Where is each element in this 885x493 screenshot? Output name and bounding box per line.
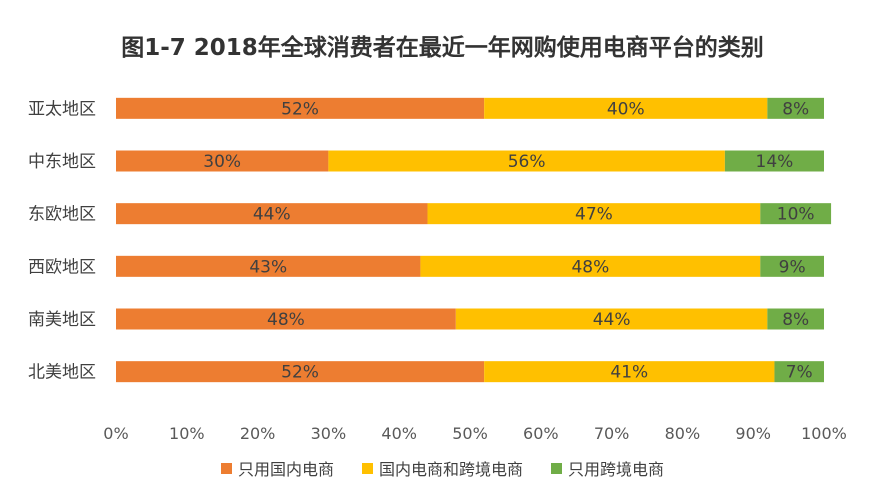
data-label: 56% bbox=[508, 152, 546, 172]
data-label: 8% bbox=[782, 99, 809, 119]
chart-title: 图1-7 2018年全球消费者在最近一年网购使用电商平台的类别 bbox=[121, 35, 764, 61]
category-label: 中东地区 bbox=[28, 152, 96, 172]
category-label: 南美地区 bbox=[28, 310, 96, 330]
x-tick-label: 40% bbox=[381, 424, 417, 443]
bar-segment bbox=[116, 308, 456, 330]
data-label: 7% bbox=[786, 363, 813, 383]
legend-item-crossborder-only[interactable]: 只用跨境电商 bbox=[551, 456, 664, 480]
x-tick-label: 70% bbox=[594, 424, 630, 443]
data-label: 44% bbox=[593, 310, 631, 330]
legend: 只用国内电商 国内电商和跨境电商 只用跨境电商 bbox=[0, 456, 885, 480]
legend-item-domestic-and-crossborder[interactable]: 国内电商和跨境电商 bbox=[361, 456, 523, 480]
data-label: 43% bbox=[249, 257, 287, 277]
data-label: 14% bbox=[756, 152, 794, 172]
bar-segment bbox=[760, 203, 832, 225]
category-label: 东欧地区 bbox=[28, 205, 96, 225]
bar-segment bbox=[767, 97, 824, 119]
bar-segment bbox=[116, 255, 421, 277]
bar-segment bbox=[116, 150, 329, 172]
category-label: 西欧地区 bbox=[28, 257, 96, 277]
data-label: 47% bbox=[575, 205, 613, 225]
x-tick-label: 80% bbox=[665, 424, 701, 443]
x-tick-label: 100% bbox=[801, 424, 847, 443]
bar-segment bbox=[484, 361, 775, 383]
data-label: 44% bbox=[253, 205, 291, 225]
data-label: 41% bbox=[610, 363, 648, 383]
x-tick-label: 60% bbox=[523, 424, 559, 443]
data-label: 52% bbox=[281, 363, 319, 383]
x-tick-label: 20% bbox=[240, 424, 276, 443]
legend-item-domestic-only[interactable]: 只用国内电商 bbox=[220, 456, 334, 480]
data-label: 48% bbox=[267, 310, 305, 330]
bar-segment bbox=[767, 308, 824, 330]
legend-label-domestic-and-crossborder: 国内电商和跨境电商 bbox=[378, 460, 523, 479]
bar-segment bbox=[116, 203, 428, 225]
bar-segment bbox=[427, 203, 761, 225]
data-label: 30% bbox=[203, 152, 241, 172]
x-tick-label: 90% bbox=[735, 424, 771, 443]
category-label: 北美地区 bbox=[28, 363, 96, 383]
x-tick-label: 0% bbox=[103, 424, 128, 443]
legend-label-crossborder-only: 只用跨境电商 bbox=[568, 460, 665, 479]
legend-swatch-domestic-and-crossborder bbox=[361, 462, 373, 474]
bar-segment bbox=[328, 150, 725, 172]
bar-segment bbox=[484, 97, 768, 119]
bar-segment bbox=[774, 361, 824, 383]
data-label: 10% bbox=[777, 205, 815, 225]
data-label: 8% bbox=[782, 310, 809, 330]
data-label: 40% bbox=[607, 99, 645, 119]
x-tick-label: 50% bbox=[452, 424, 488, 443]
bar-segment bbox=[116, 97, 485, 119]
x-tick-label: 30% bbox=[311, 424, 347, 443]
bar-segment bbox=[116, 361, 485, 383]
data-label: 52% bbox=[281, 99, 319, 119]
legend-label-domestic-only: 只用国内电商 bbox=[237, 460, 334, 479]
bar-segment bbox=[724, 150, 824, 172]
bar-segment bbox=[760, 255, 824, 277]
bar-segment bbox=[420, 255, 761, 277]
category-label: 亚太地区 bbox=[28, 99, 96, 119]
legend-swatch-crossborder-only bbox=[551, 462, 562, 474]
data-label: 9% bbox=[779, 257, 806, 277]
data-label: 48% bbox=[571, 257, 609, 277]
legend-swatch-domestic-only bbox=[220, 462, 232, 474]
x-tick-label: 10% bbox=[169, 424, 205, 443]
bar-segment bbox=[455, 308, 768, 330]
